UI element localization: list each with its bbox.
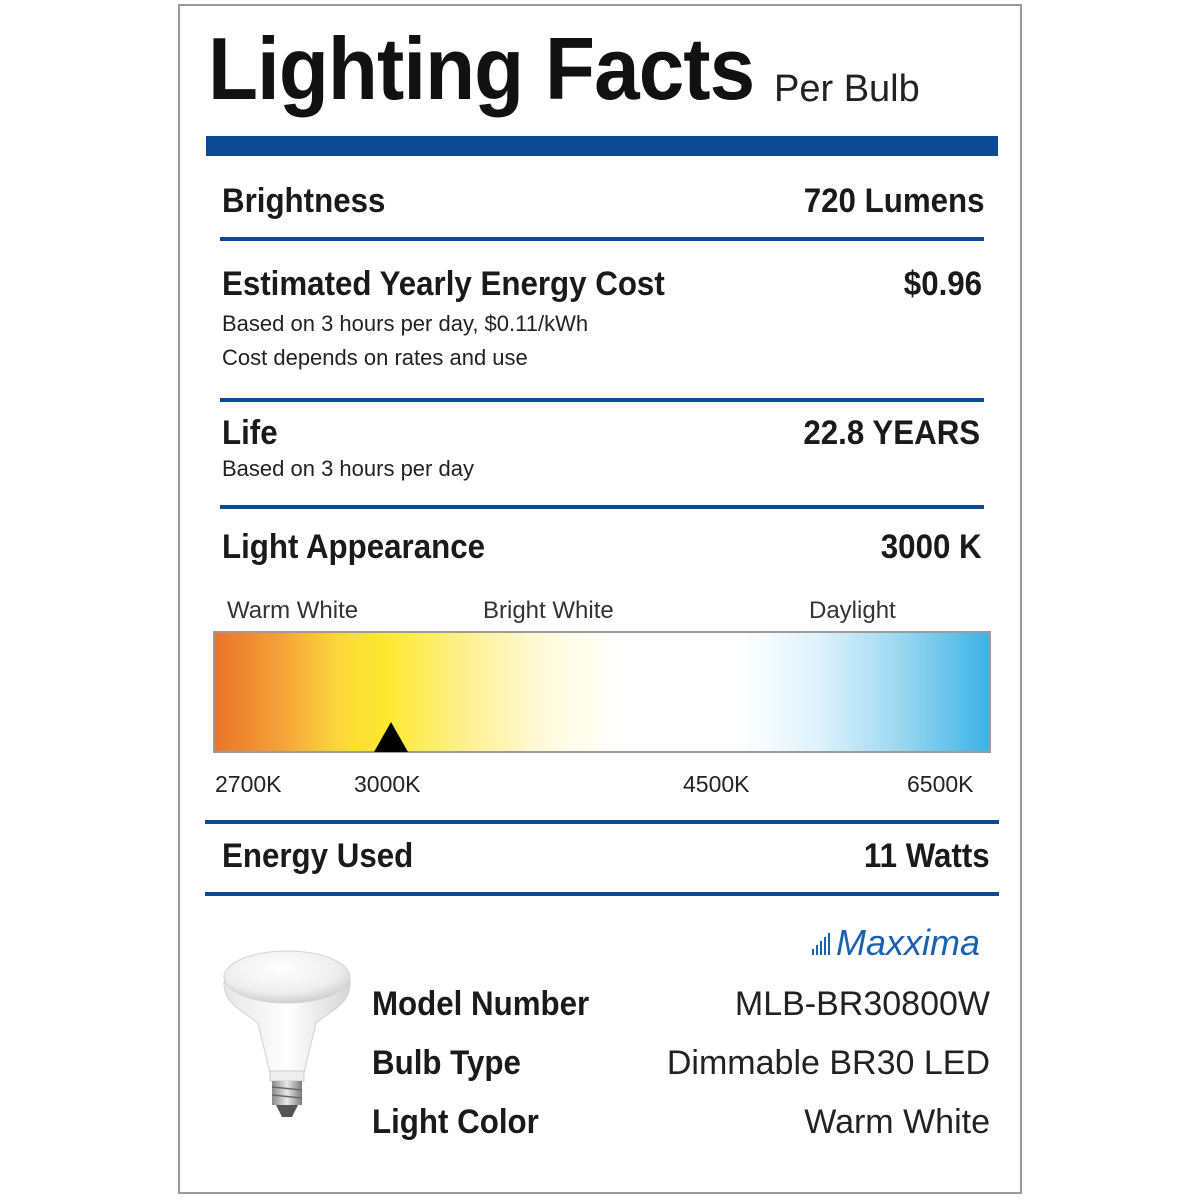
brand-logo: Maxxima bbox=[811, 922, 980, 964]
bulb-icon bbox=[223, 950, 351, 1117]
divider bbox=[220, 237, 984, 241]
color-temperature-bar bbox=[213, 631, 991, 753]
temperature-marker bbox=[374, 722, 408, 752]
divider bbox=[220, 398, 984, 402]
energy-used-value: 11 Watts bbox=[864, 837, 990, 875]
page-subtitle: Per Bulb bbox=[774, 68, 920, 110]
appearance-value: 3000 K bbox=[881, 528, 982, 566]
brand-name: Maxxima bbox=[835, 922, 980, 963]
scale-label-warm: Warm White bbox=[227, 597, 359, 624]
brightness-value: 720 Lumens bbox=[804, 182, 985, 220]
tick-label: 4500K bbox=[683, 771, 750, 797]
spec-label-light-color: Light Color bbox=[372, 1103, 539, 1141]
signal-bars-icon bbox=[811, 922, 832, 964]
life-value: 22.8 YEARS bbox=[803, 414, 980, 452]
energy-used-label: Energy Used bbox=[222, 837, 414, 875]
energy-cost-label: Estimated Yearly Energy Cost bbox=[222, 265, 665, 303]
page-title: Lighting Facts bbox=[208, 19, 755, 118]
scale-label-daylight: Daylight bbox=[809, 597, 896, 624]
energy-cost-value: $0.96 bbox=[903, 265, 982, 303]
divider bbox=[220, 505, 984, 509]
spec-label-model: Model Number bbox=[372, 985, 590, 1023]
energy-cost-note: Based on 3 hours per day, $0.11/kWh bbox=[222, 311, 589, 336]
divider bbox=[205, 820, 999, 824]
brightness-label: Brightness bbox=[222, 182, 386, 220]
label-frame bbox=[178, 4, 1022, 1194]
energy-cost-note: Cost depends on rates and use bbox=[222, 345, 528, 370]
spec-value-light-color: Warm White bbox=[804, 1103, 990, 1141]
life-label: Life bbox=[222, 414, 278, 452]
tick-label: 2700K bbox=[215, 771, 282, 797]
tick-label: 6500K bbox=[907, 771, 974, 797]
spec-value-model: MLB-BR30800W bbox=[734, 985, 990, 1023]
spec-value-bulb-type: Dimmable BR30 LED bbox=[666, 1044, 990, 1082]
divider bbox=[205, 892, 999, 896]
spec-label-bulb-type: Bulb Type bbox=[372, 1044, 521, 1082]
appearance-label: Light Appearance bbox=[222, 528, 486, 566]
header-bar bbox=[206, 136, 998, 156]
tick-label: 3000K bbox=[354, 771, 421, 797]
scale-label-bright: Bright White bbox=[483, 597, 614, 624]
life-note: Based on 3 hours per day bbox=[222, 456, 474, 481]
